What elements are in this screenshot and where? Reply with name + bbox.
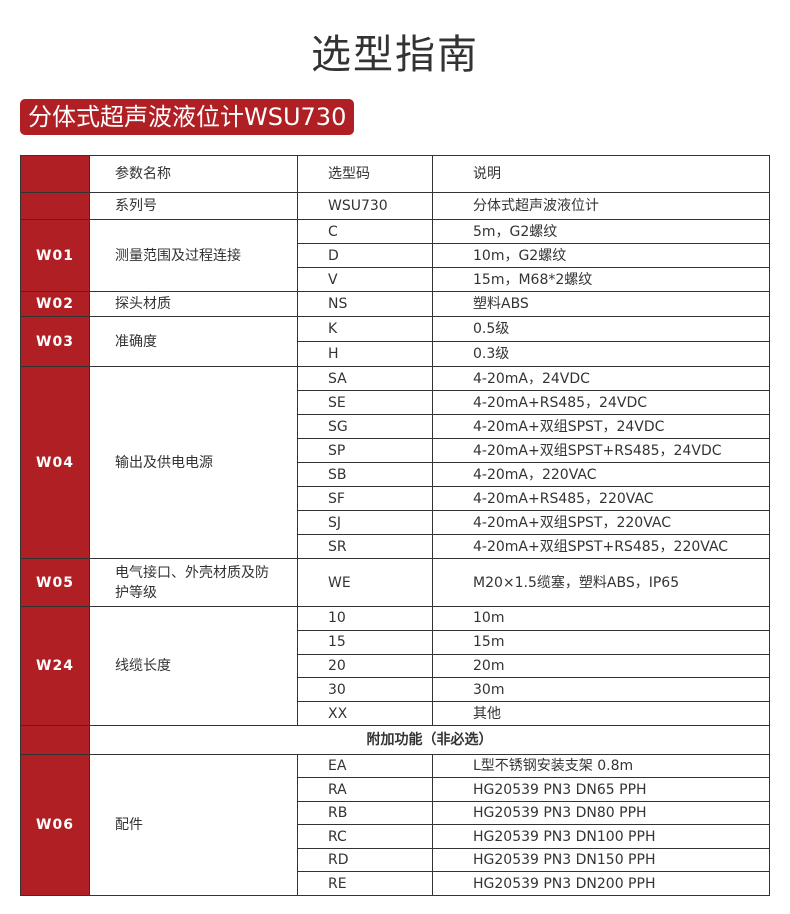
option-code: 20: [297, 653, 433, 679]
option-row: RD HG20539 PN3 DN150 PPH: [21, 847, 770, 873]
option-desc: M20×1.5缆塞，塑料ABS，IP65: [432, 558, 770, 607]
option-desc: 15m，M68*2螺纹: [432, 267, 770, 292]
option-desc: HG20539 PN3 DN100 PPH: [432, 824, 770, 849]
option-desc: 15m: [432, 629, 770, 655]
option-desc: HG20539 PN3 DN150 PPH: [432, 847, 770, 873]
option-code: SF: [297, 486, 433, 511]
option-row: SB 4-20mA，220VAC: [21, 462, 770, 487]
option-row: W02 探头材质 NS 塑料ABS: [20, 291, 770, 317]
group-id: W06: [20, 753, 90, 896]
option-code: D: [297, 243, 433, 268]
group-id: W04: [20, 366, 90, 559]
option-code: RE: [297, 871, 433, 896]
option-code: SA: [297, 366, 433, 391]
group-param: 准确度: [89, 316, 298, 367]
option-desc: 4-20mA，24VDC: [432, 366, 770, 391]
option-desc: 塑料ABS: [432, 291, 770, 317]
option-code: V: [297, 267, 433, 292]
additional-row: 附加功能（非必选）: [20, 724, 770, 755]
option-desc: 4-20mA+RS485，24VDC: [432, 390, 770, 415]
option-code: 30: [297, 677, 433, 703]
option-row: W03 准确度 K 0.5级: [20, 316, 770, 367]
option-desc: L型不锈钢安装支架 0.8m: [432, 753, 770, 779]
option-desc: 4-20mA+双组SPST+RS485，220VAC: [432, 534, 770, 559]
option-row: RC HG20539 PN3 DN100 PPH: [21, 824, 770, 849]
option-code: EA: [297, 753, 433, 779]
option-code: XX: [297, 701, 433, 726]
option-desc: 4-20mA+双组SPST，220VAC: [432, 510, 770, 535]
option-desc: 20m: [432, 653, 770, 679]
option-desc: HG20539 PN3 DN200 PPH: [432, 871, 770, 896]
option-code: H: [297, 341, 433, 367]
option-row: RB HG20539 PN3 DN80 PPH: [21, 800, 770, 826]
option-code: SP: [297, 438, 433, 463]
option-code: RD: [297, 847, 433, 873]
page-title: 选型指南: [311, 32, 479, 78]
option-code: K: [297, 316, 433, 342]
group-param: 配件: [89, 753, 298, 896]
option-desc: 4-20mA+双组SPST+RS485，24VDC: [432, 438, 770, 463]
option-row: 20 20m: [21, 653, 770, 679]
option-code: 10: [297, 606, 433, 631]
group-id: W24: [20, 606, 90, 726]
option-desc: 4-20mA+双组SPST，24VDC: [432, 414, 770, 439]
header-code: 选型码: [297, 155, 433, 193]
option-row: W24 线缆长度 10 10m: [20, 606, 770, 726]
group-id: W02: [20, 291, 90, 317]
option-code: SB: [297, 462, 433, 487]
group-id: W05: [20, 558, 90, 607]
option-row: W05 电气接口、外壳材质及防护等级 WE M20×1.5缆塞，塑料ABS，IP65: [20, 558, 770, 607]
selection-table: 参数名称 选型码 说明 系列号 WSU730 分体式超声波液位计 W01 测量范围…: [20, 155, 770, 896]
option-code: SJ: [297, 510, 433, 535]
option-code: RC: [297, 824, 433, 849]
option-code: 15: [297, 629, 433, 655]
option-code: SG: [297, 414, 433, 439]
additional-marker: [20, 724, 90, 755]
option-desc: 10m，G2螺纹: [432, 243, 770, 268]
group-param: 输出及供电电源: [89, 366, 298, 559]
option-code: C: [297, 219, 433, 244]
option-row: W04 输出及供电电源 SA 4-20mA，24VDC: [20, 366, 770, 559]
option-code: RB: [297, 800, 433, 826]
option-code: RA: [297, 777, 433, 802]
group-param: 探头材质: [89, 291, 298, 317]
header-desc: 说明: [432, 155, 770, 193]
option-row: 15 15m: [21, 629, 770, 655]
series-row: 系列号 WSU730 分体式超声波液位计: [20, 192, 770, 220]
product-badge: 分体式超声波液位计WSU730: [20, 99, 355, 135]
option-code: SE: [297, 390, 433, 415]
group-param: 测量范围及过程连接: [89, 219, 298, 292]
option-row: W01 测量范围及过程连接 C 5m，G2螺纹: [20, 219, 770, 292]
option-row: SF 4-20mA+RS485，220VAC: [21, 486, 770, 511]
option-row: V 15m，M68*2螺纹: [21, 267, 770, 292]
table-header-row: 参数名称 选型码 说明: [20, 155, 770, 193]
option-desc: 10m: [432, 606, 770, 631]
option-desc: 其他: [432, 701, 770, 726]
additional-label: 附加功能（非必选）: [89, 724, 770, 755]
group-param: 电气接口、外壳材质及防护等级: [89, 558, 298, 607]
option-row: W06 配件 EA L型不锈钢安装支架 0.8m: [20, 753, 770, 896]
option-desc: 0.3级: [432, 341, 770, 367]
option-desc: 4-20mA，220VAC: [432, 462, 770, 487]
option-row: XX 其他: [21, 701, 770, 726]
option-desc: 4-20mA+RS485，220VAC: [432, 486, 770, 511]
group-id: W01: [20, 219, 90, 292]
option-desc: 5m，G2螺纹: [432, 219, 770, 244]
option-row: H 0.3级: [21, 341, 770, 367]
option-desc: 0.5级: [432, 316, 770, 342]
option-code: WE: [297, 558, 433, 607]
option-code: SR: [297, 534, 433, 559]
group-id: W03: [20, 316, 90, 367]
option-desc: 30m: [432, 677, 770, 703]
option-desc: HG20539 PN3 DN80 PPH: [432, 800, 770, 826]
option-row: SP 4-20mA+双组SPST+RS485，24VDC: [21, 438, 770, 463]
option-code: NS: [297, 291, 433, 317]
header-param: 参数名称: [89, 155, 298, 193]
option-row: 30 30m: [21, 677, 770, 703]
option-row: SJ 4-20mA+双组SPST，220VAC: [21, 510, 770, 535]
group-param: 线缆长度: [89, 606, 298, 726]
option-row: RE HG20539 PN3 DN200 PPH: [21, 871, 770, 896]
option-desc: HG20539 PN3 DN65 PPH: [432, 777, 770, 802]
